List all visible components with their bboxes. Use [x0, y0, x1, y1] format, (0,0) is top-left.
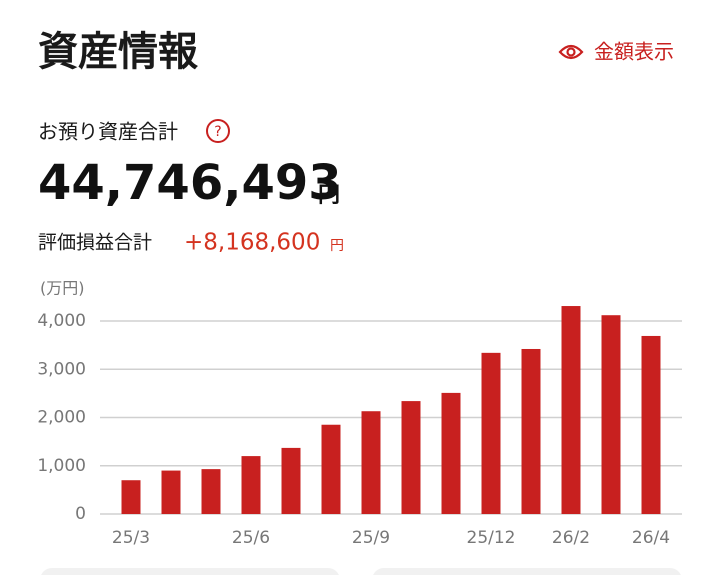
- total-unit: 円: [318, 183, 340, 208]
- eye-icon: [558, 44, 584, 60]
- bar: [601, 315, 621, 514]
- help-icon[interactable]: ?: [206, 119, 230, 143]
- bar: [401, 401, 421, 514]
- x-tick-label: 26/2: [552, 528, 590, 548]
- amount-toggle[interactable]: 金額表示: [558, 40, 674, 64]
- y-tick-label: 2,000: [37, 408, 86, 428]
- y-axis-label: (万円): [40, 279, 85, 298]
- bar: [241, 456, 261, 514]
- page-title: 資産情報: [38, 29, 198, 75]
- bar: [201, 469, 221, 514]
- bar: [121, 480, 141, 514]
- x-tick-label: 25/9: [352, 528, 390, 548]
- bar: [161, 470, 181, 514]
- y-tick-label: 3,000: [37, 359, 86, 379]
- toggle-label: 金額表示: [594, 40, 674, 64]
- bar: [361, 411, 381, 514]
- x-tick-label: 25/6: [232, 528, 270, 548]
- bar: [321, 424, 341, 514]
- x-tick-label: 26/4: [632, 528, 670, 548]
- y-tick-label: 4,000: [37, 311, 86, 331]
- bar: [281, 447, 301, 514]
- x-tick-label: 25/3: [112, 528, 150, 548]
- total-value: 44,746,493: [38, 155, 342, 211]
- card[interactable]: [372, 568, 682, 575]
- bar: [641, 335, 661, 514]
- y-tick-label: 1,000: [37, 456, 86, 476]
- bar: [561, 306, 581, 514]
- pl-label: 評価損益合計: [38, 232, 152, 254]
- card[interactable]: [40, 568, 340, 575]
- pl-value: +8,168,600: [184, 230, 320, 256]
- y-tick-label: 0: [75, 504, 86, 524]
- pl-unit: 円: [330, 238, 344, 254]
- help-circle: [206, 119, 230, 143]
- help-mark: ?: [214, 124, 221, 140]
- total-label: お預り資産合計: [38, 120, 178, 144]
- bar: [441, 392, 461, 514]
- eye-pupil: [566, 47, 576, 57]
- bar: [521, 348, 541, 514]
- x-tick-label: 25/12: [467, 528, 516, 548]
- chart: 0 1,000 2,000 3,000 4,000 25/3 25/6 25/9 25/12 26…: [37, 306, 682, 548]
- bar: [481, 352, 501, 514]
